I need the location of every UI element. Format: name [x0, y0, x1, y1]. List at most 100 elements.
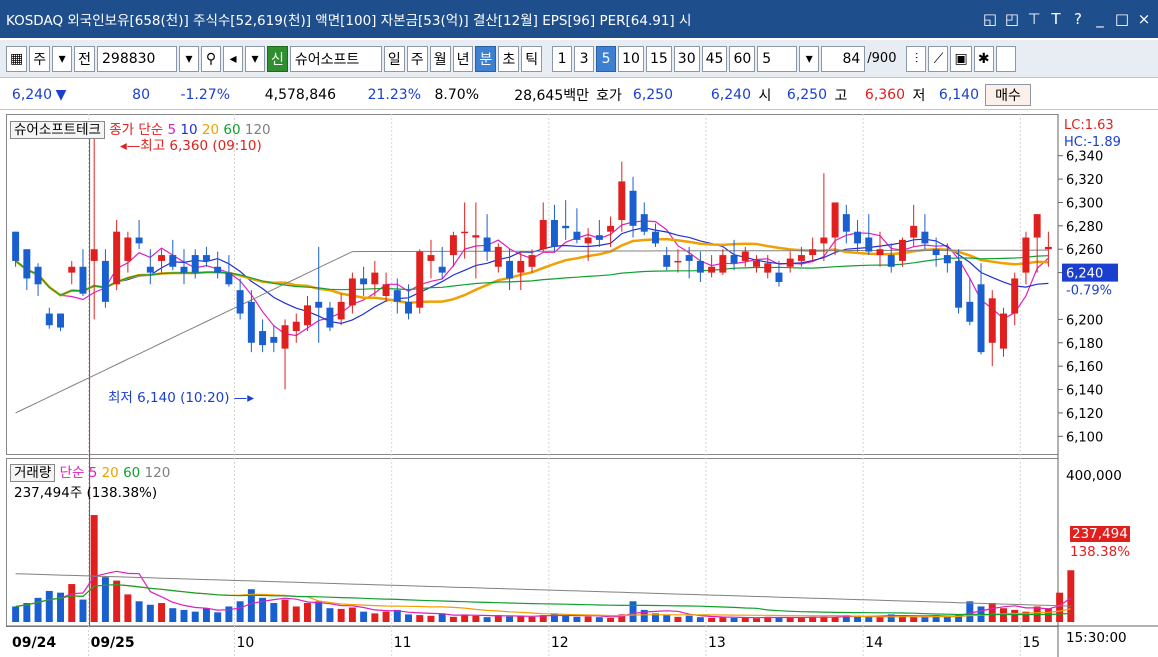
close-icon[interactable]: × — [1137, 10, 1151, 28]
candle-body — [719, 255, 727, 273]
candle-body — [382, 284, 390, 296]
volume-bar — [607, 617, 615, 622]
vol-ma-5: 5 — [88, 465, 98, 481]
layout-icon[interactable]: ◱ — [982, 10, 998, 28]
y-tick-label: 6,100 — [1066, 430, 1103, 445]
volume-bar — [169, 608, 177, 622]
candle-body — [921, 231, 929, 244]
volume-bar — [674, 616, 682, 622]
volume-bar — [326, 608, 334, 622]
volume-bar — [842, 615, 850, 622]
mode-dropdown-icon[interactable]: ▾ — [52, 45, 73, 72]
chart-svg[interactable]: 09/24 09/25 10 11 12 13 14 15 6,340 6,320 6,300 6,2… — [6, 114, 1158, 657]
x-tick-label: 10 — [237, 635, 255, 651]
current-price: 6,240 — [11, 86, 52, 103]
volume-bar — [685, 615, 693, 622]
interval-45[interactable]: 45 — [701, 45, 728, 72]
candle-body — [932, 249, 940, 256]
current-price-box — [1062, 263, 1118, 282]
candle-icon[interactable]: ⫶ — [906, 45, 927, 72]
code-dropdown-icon[interactable]: ▾ — [179, 45, 200, 72]
period-month[interactable]: 월 — [429, 45, 451, 72]
tool-icon[interactable]: ⟋ — [928, 45, 949, 72]
period-year[interactable]: 년 — [452, 45, 474, 72]
period-tick[interactable]: 틱 — [521, 45, 543, 72]
volume-bar — [797, 617, 805, 622]
gear-icon[interactable]: ✱ — [973, 45, 994, 72]
count-input[interactable]: 84 — [821, 45, 866, 72]
mode-select[interactable]: 주 — [29, 45, 51, 72]
volume-bar — [214, 612, 222, 622]
volume-bar — [337, 608, 345, 622]
stock-code-input[interactable]: 298830 — [97, 45, 178, 72]
volume-bar — [921, 617, 929, 622]
open-label: 시 — [758, 87, 772, 104]
volume-bar — [315, 601, 323, 622]
font-icon[interactable]: T — [1051, 10, 1061, 28]
y-tick-label: 6,180 — [1066, 337, 1103, 352]
title-text: KOSDAQ 외국인보유[658(천)] 주식수[52,619(천)] 액면[1… — [6, 13, 692, 29]
interval-15[interactable]: 15 — [645, 45, 672, 72]
interval-60[interactable]: 60 — [729, 45, 756, 72]
interval-1[interactable]: 1 — [552, 45, 573, 72]
volume-bar — [1011, 609, 1019, 622]
candle-body — [304, 305, 311, 326]
volume-bar — [12, 606, 20, 622]
candle-body — [898, 239, 906, 261]
volume-bar — [775, 617, 783, 622]
volume-bar — [1056, 592, 1064, 622]
chart-area[interactable]: 09/24 09/25 10 11 12 13 14 15 6,340 6,320 6,300 6,2… — [6, 114, 1158, 657]
period-minute[interactable]: 분 — [475, 45, 497, 72]
interval-30[interactable]: 30 — [673, 45, 700, 72]
stock-name-field[interactable]: 슈어소프트 — [289, 45, 382, 72]
y-tick-label: 6,120 — [1066, 407, 1103, 422]
ma-60: 60 — [223, 122, 241, 138]
search-icon[interactable]: ⚲ — [201, 45, 222, 72]
menu-icon[interactable]: ▦ — [6, 45, 28, 72]
volume-bar — [382, 611, 390, 622]
pin-icon[interactable]: ⊤ — [1027, 10, 1041, 28]
sound-dropdown-icon[interactable]: ▾ — [245, 45, 266, 72]
save-icon[interactable]: ▣ — [950, 45, 972, 72]
interval-3[interactable]: 3 — [574, 45, 595, 72]
volume-bar — [640, 609, 648, 622]
bid-price: 6,240 — [710, 86, 751, 103]
checkbox[interactable] — [995, 45, 1016, 72]
period-day[interactable]: 일 — [383, 45, 405, 72]
volume-bar — [360, 611, 368, 622]
volume-bar — [68, 584, 76, 622]
buy-button[interactable]: 매수 — [985, 83, 1031, 106]
period-week[interactable]: 주 — [406, 45, 428, 72]
turnover: 8.70% — [434, 86, 479, 103]
ma-label: 종가 단순 — [109, 122, 164, 138]
candle-body — [517, 260, 525, 273]
volume-bar — [348, 607, 356, 622]
minimize-icon[interactable]: _ — [1096, 10, 1104, 28]
interval-dropdown-icon[interactable]: ▾ — [799, 45, 820, 72]
period-second[interactable]: 초 — [498, 45, 520, 72]
interval-5[interactable]: 5 — [596, 45, 617, 72]
window-icon[interactable]: ◰ — [1004, 10, 1020, 28]
candle-body — [202, 255, 210, 261]
candle-body — [472, 235, 480, 238]
volume-bar — [259, 597, 267, 622]
candle-body — [68, 266, 76, 273]
sound-icon[interactable]: ◂ — [223, 45, 244, 72]
candle-body — [506, 260, 514, 279]
volume-bar — [180, 609, 188, 622]
x-tick-label: 14 — [865, 635, 883, 651]
volume-bar — [438, 613, 446, 622]
scope-button[interactable]: 전 — [74, 45, 96, 72]
candle-body — [786, 258, 794, 267]
ma-20: 20 — [201, 122, 220, 138]
candle-body — [281, 325, 289, 349]
interval-select[interactable]: 5 — [757, 45, 798, 72]
low-price: 6,140 — [938, 86, 979, 103]
help-icon[interactable]: ? — [1074, 10, 1082, 28]
maximize-icon[interactable]: □ — [1114, 10, 1130, 28]
volume-bar — [854, 615, 862, 622]
candle-body — [820, 237, 828, 244]
interval-10[interactable]: 10 — [618, 45, 644, 72]
candle-body — [629, 190, 637, 226]
candle-body — [876, 249, 884, 256]
